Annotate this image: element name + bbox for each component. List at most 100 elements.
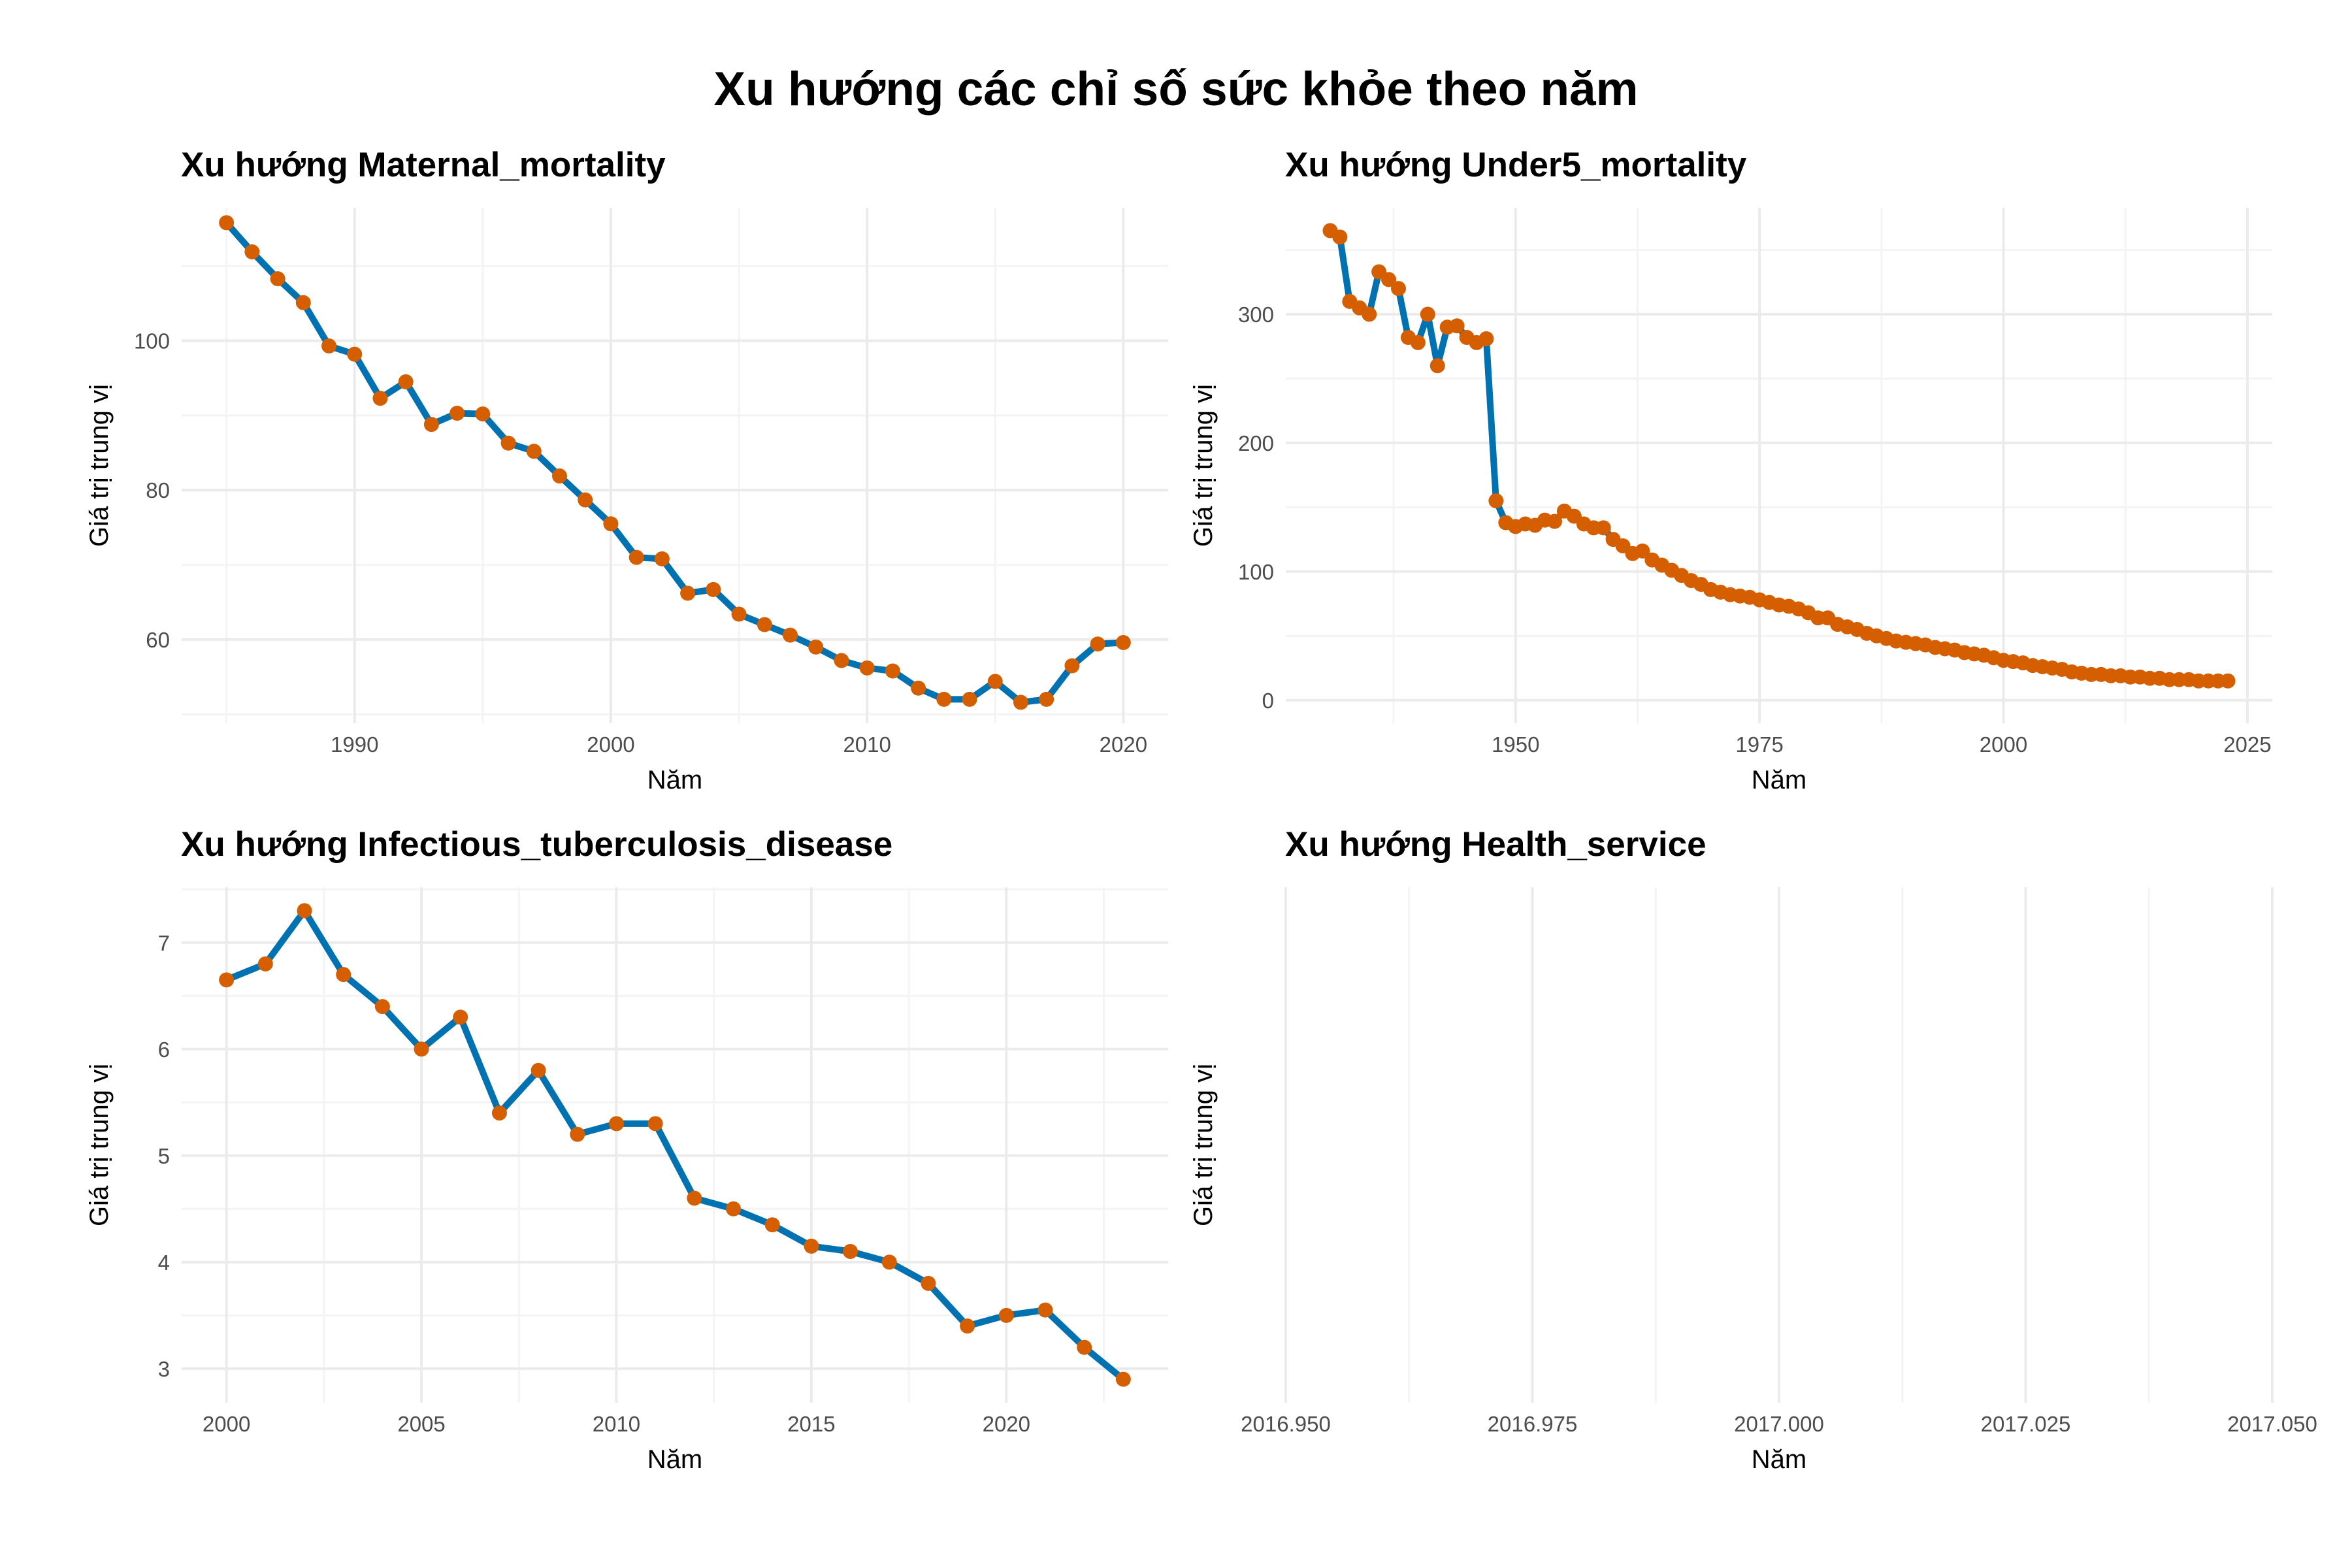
y-tick-label: 3 [158, 1357, 170, 1381]
data-point [449, 405, 465, 421]
data-point [608, 1116, 624, 1132]
data-point [757, 617, 772, 632]
data-point [500, 435, 516, 451]
y-tick-label: 6 [158, 1037, 170, 1062]
data-point [1429, 358, 1445, 374]
data-point [804, 1238, 819, 1254]
data-point [475, 406, 491, 422]
data-point [219, 972, 235, 988]
data-point [1039, 691, 1054, 707]
panel-title-maternal-mortality: Xu hướng Maternal_mortality [181, 146, 666, 184]
y-tick-label: 60 [146, 628, 170, 652]
x-axis-title: Năm [647, 1445, 702, 1474]
series-line [1327, 227, 2231, 685]
x-tick-label: 1975 [1735, 732, 1783, 757]
y-tick-label: 5 [158, 1144, 170, 1168]
data-point [834, 653, 849, 668]
data-point [1115, 1371, 1131, 1387]
data-point [687, 1190, 702, 1206]
y-tick-label: 0 [1262, 689, 1274, 713]
x-tick-label: 2010 [593, 1412, 640, 1436]
data-point [244, 244, 260, 259]
y-axis-title: Giá trị trung vị [1189, 384, 1218, 547]
panel-title-tuberculosis: Xu hướng Infectious_tuberculosis_disease [181, 825, 893, 864]
x-tick-label: 2000 [1980, 732, 2027, 757]
y-tick-label: 100 [1238, 560, 1274, 584]
data-point [453, 1009, 468, 1025]
x-tick-label: 2025 [2223, 732, 2271, 757]
data-point [257, 956, 273, 972]
x-tick-label: 1990 [331, 732, 378, 757]
data-point [295, 295, 311, 310]
data-point [1635, 543, 1650, 559]
data-point [782, 627, 798, 643]
data-point [1115, 635, 1131, 651]
x-tick-label: 2000 [203, 1412, 250, 1436]
data-point [987, 674, 1003, 689]
y-axis-title: Giá trị trung vị [85, 384, 114, 547]
data-point [374, 999, 390, 1015]
series-line [223, 907, 1127, 1383]
panel-title-under5-mortality: Xu hướng Under5_mortality [1285, 146, 1747, 184]
chart-panel-1: 1950 1975 2000 2025 0 100 200 300 Năm Giá trị tru… [1189, 208, 2272, 794]
x-tick-label: 2017.000 [1734, 1412, 1824, 1436]
data-point [531, 1062, 546, 1078]
data-point [998, 1307, 1014, 1323]
data-point [843, 1244, 858, 1260]
data-point [859, 660, 875, 676]
data-point [1391, 281, 1407, 297]
data-point [960, 1318, 975, 1334]
data-point [808, 639, 824, 655]
data-point [1013, 694, 1028, 710]
x-tick-label: 2005 [397, 1412, 445, 1436]
data-point [1488, 493, 1504, 509]
data-point [936, 691, 952, 707]
x-tick-label: 2010 [843, 732, 890, 757]
data-point [911, 680, 926, 696]
x-tick-label: 2017.025 [1981, 1412, 2071, 1436]
x-tick-label: 2017.050 [2227, 1412, 2317, 1436]
y-tick-label: 100 [134, 329, 170, 353]
data-point [706, 581, 721, 597]
data-point [270, 271, 286, 287]
data-point [1362, 306, 1377, 322]
y-axis-title: Giá trị trung vị [1189, 1064, 1218, 1226]
x-axis-title: Năm [647, 766, 702, 794]
data-point [921, 1275, 936, 1291]
data-point [680, 585, 696, 601]
data-point [885, 663, 900, 679]
panel-title-health-service: Xu hướng Health_service [1285, 825, 1707, 864]
data-point [962, 691, 977, 707]
chart-panel-3: 2016.950 2016.975 2017.000 2017.025 2017.050… [1189, 887, 2317, 1474]
data-point [398, 374, 414, 389]
data-point [423, 417, 439, 433]
data-point [1546, 514, 1562, 529]
data-point [1478, 331, 1494, 346]
data-point [219, 215, 235, 231]
data-point [654, 551, 670, 566]
data-point [578, 492, 593, 508]
x-tick-label: 2000 [587, 732, 634, 757]
data-point [1381, 272, 1397, 287]
x-axis-title: Năm [1752, 1445, 1806, 1474]
data-point [336, 967, 351, 983]
data-point [1332, 229, 1348, 245]
y-tick-label: 7 [158, 931, 170, 955]
data-point [570, 1126, 585, 1142]
y-tick-label: 80 [146, 478, 170, 502]
data-point [881, 1254, 897, 1270]
y-tick-label: 300 [1238, 302, 1274, 327]
data-point [2220, 673, 2236, 689]
x-tick-label: 2016.950 [1241, 1412, 1331, 1436]
x-tick-label: 1950 [1492, 732, 1539, 757]
data-point [347, 346, 363, 362]
data-point [603, 516, 619, 532]
data-point [1420, 306, 1435, 322]
x-tick-label: 2020 [983, 1412, 1030, 1436]
series-line [223, 219, 1127, 706]
chart-main-title: Xu hướng các chỉ số sức khỏe theo năm [713, 63, 1639, 116]
data-point [1449, 318, 1465, 334]
data-point [1064, 658, 1080, 674]
chart-panel-0: 1990 2000 2010 2020 60 80 100 Năm Giá trị trung … [85, 208, 1168, 794]
